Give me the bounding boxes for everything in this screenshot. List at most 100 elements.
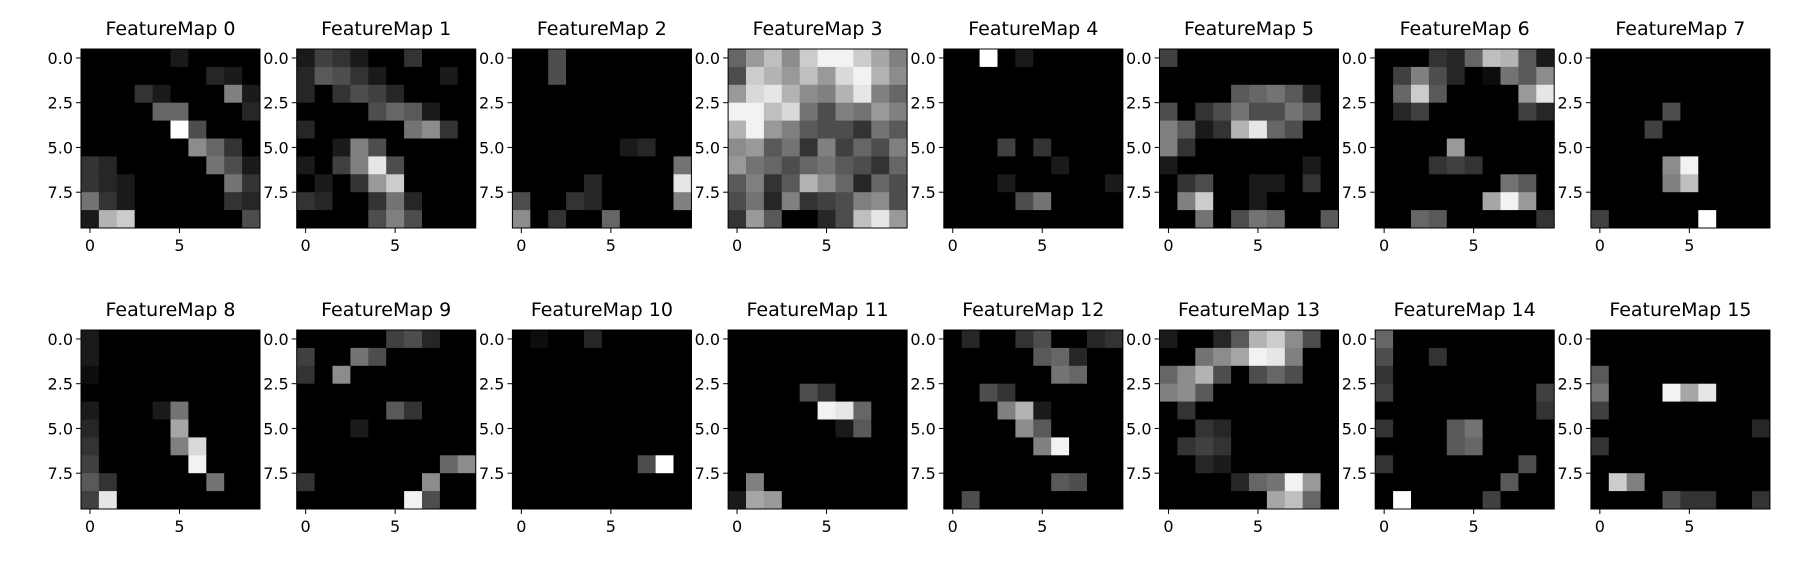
heatmap-cell <box>817 491 836 510</box>
heatmap-cell <box>1213 347 1232 367</box>
heatmap-cell <box>439 473 459 492</box>
heatmap-cell <box>619 365 639 385</box>
heatmap-cell <box>853 84 872 104</box>
heatmap-cell <box>1033 138 1052 157</box>
heatmap-cell <box>1266 49 1286 68</box>
heatmap-cell <box>1104 330 1124 349</box>
heatmap-cell <box>584 49 603 68</box>
heatmap-cell <box>619 491 639 510</box>
heatmap-cell <box>170 365 189 385</box>
y-tick-label: 0.0 <box>910 49 935 68</box>
heatmap-cell <box>1536 120 1555 139</box>
heatmap-cell <box>601 455 621 474</box>
heatmap-cell <box>673 437 692 456</box>
feature-map-panel: FeatureMap 60 50.02.55.07.5 <box>1342 18 1555 255</box>
heatmap-cell <box>1482 84 1501 104</box>
heatmap-cell <box>1536 210 1555 229</box>
heatmap-cell <box>1482 419 1501 438</box>
heatmap-cell <box>637 330 656 349</box>
heatmap-cell <box>835 174 854 193</box>
heatmap-cell <box>134 49 153 68</box>
heatmap-cell <box>1302 84 1321 104</box>
heatmap-cell <box>566 455 585 474</box>
heatmap-cell <box>1177 383 1196 402</box>
heatmap-cell <box>548 174 567 193</box>
x-tick-label: 0 <box>1163 236 1173 255</box>
heatmap-cell <box>422 102 441 121</box>
heatmap-cell <box>655 49 674 68</box>
heatmap-cell <box>1195 156 1214 175</box>
heatmap-cell <box>1608 473 1628 492</box>
heatmap-cell <box>889 419 908 438</box>
heatmap-cell <box>1680 66 1699 86</box>
heatmap-cell <box>746 66 765 86</box>
heatmap-cell <box>799 49 818 68</box>
heatmap-cell <box>961 192 980 211</box>
heatmap-cell <box>1518 491 1537 510</box>
heatmap-cell <box>673 401 692 420</box>
heatmap-cell <box>1375 120 1394 139</box>
heatmap-cell <box>1104 347 1124 367</box>
heatmap-cell <box>1608 383 1628 402</box>
heatmap-cell <box>997 401 1016 420</box>
heatmap-cell <box>1249 84 1268 104</box>
heatmap-cell <box>206 192 225 211</box>
heatmap-cell <box>997 365 1016 385</box>
heatmap-cell <box>1302 383 1321 402</box>
heatmap-cell <box>98 210 118 229</box>
heatmap-cell <box>1087 491 1106 510</box>
feature-map-panel: FeatureMap 10 50.02.55.07.5 <box>263 18 477 255</box>
heatmap-cell <box>1213 210 1232 229</box>
heatmap-cell <box>601 102 621 121</box>
heatmap-cell <box>314 192 333 211</box>
heatmap-cell <box>584 174 603 193</box>
heatmap-cell <box>1284 156 1304 175</box>
heatmap-cell <box>1518 437 1537 456</box>
heatmap-cell <box>170 210 189 229</box>
heatmap-cell <box>224 383 243 402</box>
heatmap-cell <box>1104 138 1124 157</box>
heatmap-cell <box>1608 419 1628 438</box>
heatmap-cell <box>871 455 890 474</box>
y-tick-label: 7.5 <box>1126 183 1151 202</box>
heatmap-cell <box>386 383 405 402</box>
heatmap-cell <box>116 210 136 229</box>
heatmap-cell <box>655 210 674 229</box>
heatmap-cell <box>314 347 333 367</box>
heatmap-cell <box>1734 383 1753 402</box>
axes-frame <box>296 48 477 229</box>
heatmap-cell <box>1446 102 1466 121</box>
heatmap-cell <box>1716 383 1735 402</box>
heatmap-cell <box>1375 138 1394 157</box>
heatmap-cell <box>728 347 747 367</box>
y-tick-label: 0.0 <box>1126 49 1151 68</box>
heatmap-cell <box>386 455 405 474</box>
heatmap-cell <box>548 330 567 349</box>
heatmap-cell <box>296 437 315 456</box>
heatmap-cell <box>871 419 890 438</box>
heatmap-cell <box>1428 491 1448 510</box>
heatmap-cell <box>422 383 441 402</box>
y-tick-label: 5.0 <box>1126 419 1151 438</box>
heatmap-cell <box>961 102 980 121</box>
heatmap-cell <box>1500 174 1519 193</box>
heatmap-cell <box>332 156 351 175</box>
heatmap-cell <box>566 174 585 193</box>
heatmap-cell <box>1626 383 1645 402</box>
heatmap-cell <box>206 455 225 474</box>
heatmap-cell <box>1375 102 1394 121</box>
heatmap-cell <box>386 84 405 104</box>
y-tick-label: 2.5 <box>48 94 73 113</box>
heatmap-cell <box>1698 455 1717 474</box>
heatmap-cell <box>655 455 674 474</box>
heatmap-cell <box>242 419 261 438</box>
heatmap-cell <box>332 192 351 211</box>
heatmap-cell <box>961 120 980 139</box>
heatmap-cell <box>1446 330 1466 349</box>
heatmap-cell <box>1411 491 1430 510</box>
heatmap-cell <box>1464 401 1483 420</box>
heatmap-cell <box>655 383 674 402</box>
heatmap-cell <box>728 138 747 157</box>
heatmap-cell <box>1375 66 1394 86</box>
heatmap-cell <box>242 383 261 402</box>
